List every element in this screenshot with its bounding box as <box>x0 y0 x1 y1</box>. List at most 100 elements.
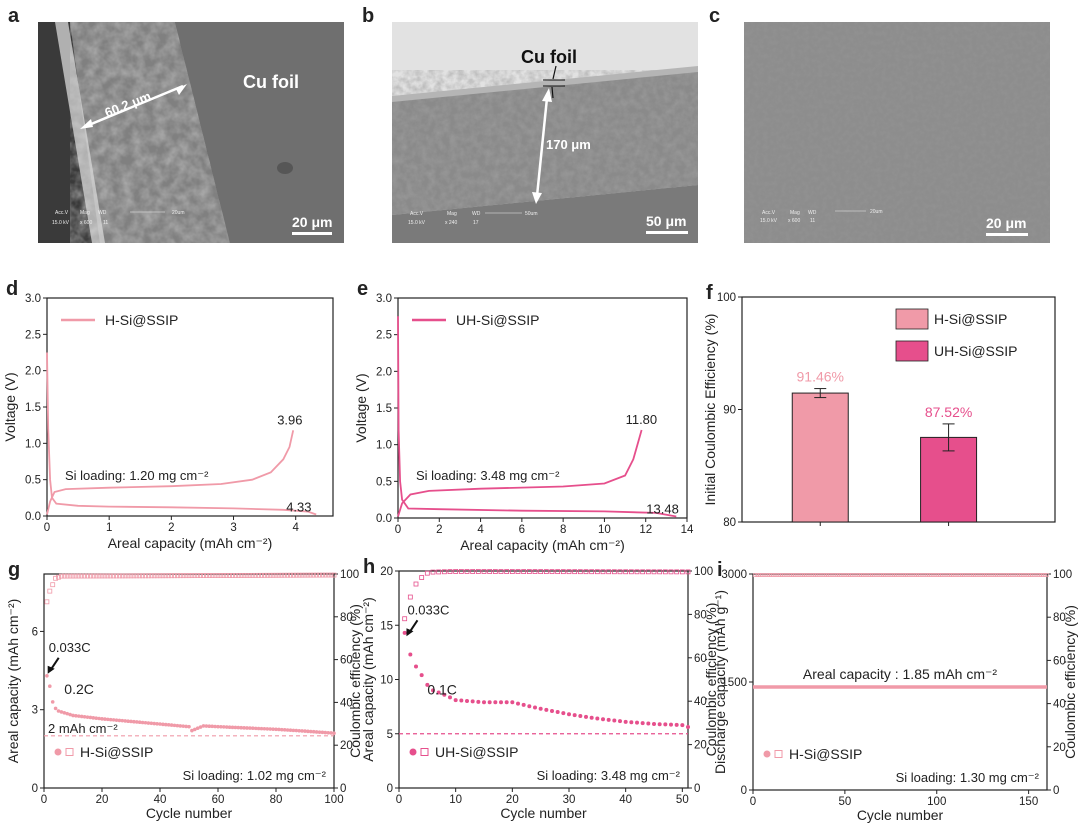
efficiency-point <box>925 573 930 577</box>
efficiency-point <box>224 573 230 578</box>
discharge-end-label: 4.33 <box>286 500 311 515</box>
capacity-point <box>297 728 302 733</box>
y-axis-title: Voltage (V) <box>2 372 18 441</box>
capacity-point <box>219 725 223 729</box>
efficiency-point <box>890 573 895 577</box>
efficiency-point <box>832 573 836 577</box>
capacity-point <box>230 725 235 730</box>
efficiency-point <box>481 569 487 574</box>
efficiency-point <box>955 573 959 577</box>
efficiency-point <box>61 573 67 579</box>
y2-tick-label: 20 <box>1053 742 1066 754</box>
x-tick-label: 12 <box>639 524 652 536</box>
capacity-point <box>425 682 430 687</box>
efficiency-point <box>85 573 90 579</box>
x-tick-label: 30 <box>563 794 576 806</box>
si-loading-annotation: Si loading: 3.48 mg cm⁻² <box>416 468 560 483</box>
capacity-point <box>510 700 515 705</box>
si-loading-annotation: Si loading: 3.48 mg cm⁻² <box>537 768 681 783</box>
rate-label-main: 0.2C <box>64 681 94 697</box>
efficiency-point <box>841 573 845 577</box>
panel-b: b Cu foil 170 μm 50 μm Acc.V Mag WD 50um… <box>362 5 698 243</box>
efficiency-point <box>244 573 250 578</box>
sem-image-a <box>38 22 344 243</box>
efficiency-point <box>79 573 85 579</box>
efficiency-point <box>250 572 256 578</box>
x-tick-label: 6 <box>519 524 525 536</box>
efficiency-point <box>1034 573 1038 577</box>
panel-label: i <box>717 559 723 581</box>
efficiency-point <box>662 569 668 575</box>
efficiency-point <box>857 573 862 577</box>
capacity-point <box>680 723 685 728</box>
svg-text:Acc.V: Acc.V <box>410 211 424 217</box>
efficiency-point <box>907 573 911 577</box>
capacity-point <box>137 720 142 725</box>
efficiency-point <box>936 573 941 577</box>
efficiency-point <box>487 569 493 574</box>
capacity-point <box>88 715 93 720</box>
efficiency-point <box>331 572 337 578</box>
efficiency-point <box>492 569 498 574</box>
capacity-point <box>476 699 481 704</box>
capacity-point <box>77 714 81 718</box>
si-loading-annotation: Si loading: 1.02 mg cm⁻² <box>183 768 327 783</box>
efficiency-point <box>791 573 796 577</box>
efficiency-point <box>189 573 195 579</box>
svg-text:17: 17 <box>473 220 479 226</box>
efficiency-point <box>328 572 334 578</box>
svg-text:20um: 20um <box>870 209 883 215</box>
legend-label: H-Si@SSIP <box>105 312 178 328</box>
efficiency-point <box>824 573 829 577</box>
scale-bar-label-c: 20 μm <box>986 215 1026 231</box>
capacity-point <box>320 730 325 735</box>
efficiency-point <box>889 573 893 577</box>
capacity-point <box>204 724 209 728</box>
efficiency-point <box>808 573 812 577</box>
capacity-point <box>282 728 287 732</box>
efficiency-point <box>119 573 125 579</box>
efficiency-point <box>436 569 442 575</box>
efficiency-point <box>905 573 910 577</box>
efficiency-point <box>901 573 906 577</box>
efficiency-point <box>762 573 766 577</box>
efficiency-point <box>264 572 270 578</box>
efficiency-point <box>802 573 807 577</box>
capacity-point <box>193 727 197 732</box>
areal-capacity-annotation: Areal capacity : 1.85 mAh cm⁻² <box>803 666 997 682</box>
capacity-point <box>465 698 469 703</box>
efficiency-point <box>789 573 794 577</box>
efficiency-point <box>1037 573 1042 577</box>
efficiency-point <box>776 573 781 577</box>
efficiency-point <box>876 573 880 577</box>
y-tick-label: 0 <box>387 783 393 795</box>
legend-marker-capacity <box>409 748 417 756</box>
efficiency-point <box>947 573 952 577</box>
bar-2 <box>920 436 978 523</box>
capacity-point <box>85 715 90 719</box>
capacity-point <box>533 705 537 710</box>
scale-bar-label-b: 50 μm <box>646 213 686 229</box>
efficiency-point <box>305 572 311 578</box>
efficiency-point <box>920 573 924 577</box>
efficiency-point <box>560 569 566 575</box>
y-tick-label: 1.0 <box>25 438 41 450</box>
capacity-point <box>629 720 634 725</box>
y-tick-label: 3 <box>32 705 38 717</box>
legend-swatch <box>895 308 929 330</box>
efficiency-point <box>894 573 899 577</box>
capacity-point <box>436 690 441 695</box>
capacity-point <box>589 715 594 720</box>
efficiency-point <box>256 572 262 578</box>
svg-text:Mag: Mag <box>80 210 90 216</box>
panel-label: h <box>363 556 375 578</box>
capacity-point <box>578 713 583 718</box>
efficiency-point <box>846 573 851 577</box>
efficiency-point <box>986 573 991 577</box>
legend-marker-capacity <box>54 748 62 756</box>
efficiency-point <box>464 569 470 574</box>
x-tick-label: 3 <box>230 522 236 534</box>
discharge-curve <box>46 352 317 516</box>
efficiency-point <box>953 573 957 577</box>
